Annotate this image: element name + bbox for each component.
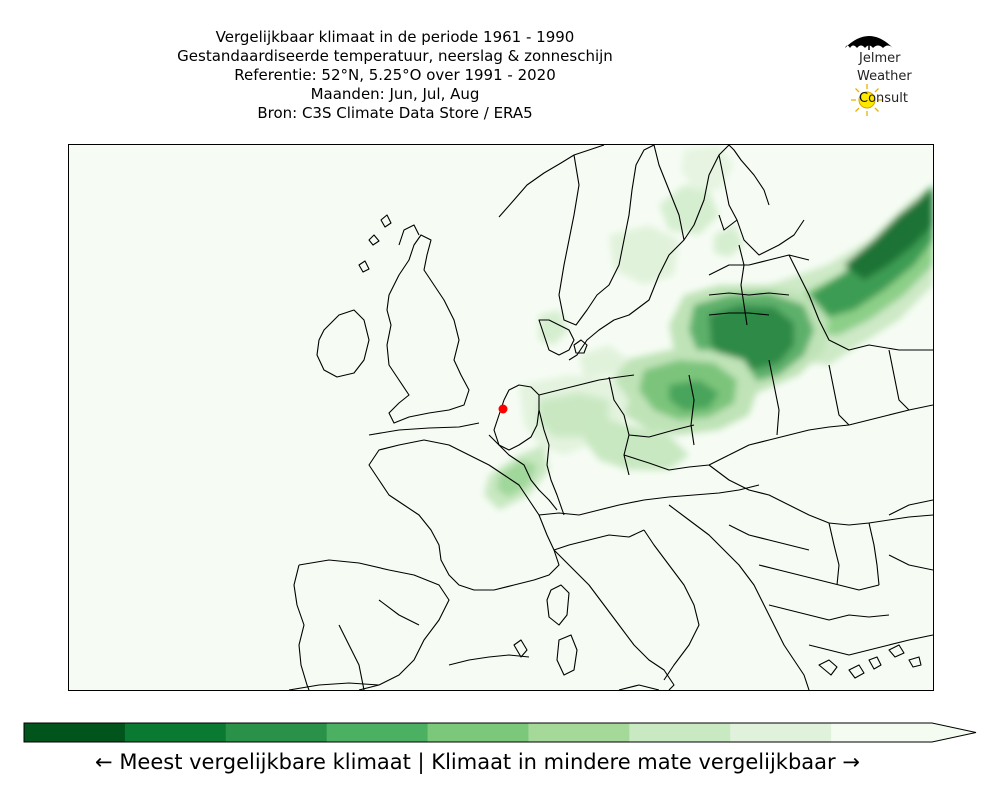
title-line-1: Vergelijkbaar klimaat in de periode 1961… (215, 28, 575, 46)
colorbar-segment (427, 723, 529, 742)
reference-point-marker (498, 404, 508, 414)
title-line-3: Referentie: 52°N, 5.25°O over 1991 - 202… (234, 66, 556, 84)
logo-text-consult-initial: C (859, 91, 869, 106)
colorbar-extension (932, 723, 976, 742)
colorbar-segment (629, 723, 731, 742)
colorbar-segment (528, 723, 630, 742)
europe-map-svg (69, 145, 933, 690)
colorbar-segment (124, 723, 227, 742)
colorbar-segment (326, 723, 429, 742)
chart-title: Vergelijkbaar klimaat in de periode 1961… (95, 28, 695, 123)
logo-text-weather: Weather (857, 69, 912, 84)
map-background (69, 145, 933, 690)
title-line-2: Gestandaardiseerde temperatuur, neerslag… (177, 47, 613, 65)
title-line-4: Maanden: Jun, Jul, Aug (310, 85, 480, 103)
sun-icon (851, 84, 883, 116)
umbrella-icon (845, 36, 893, 50)
similarity-shading (484, 145, 933, 510)
colorbar-segment (831, 723, 933, 742)
title-line-5: Bron: C3S Climate Data Store / ERA5 (257, 104, 533, 122)
colorbar-segment (225, 723, 328, 742)
logo-text-consult: Consult (859, 91, 908, 106)
colorbar-outline (23, 722, 977, 743)
climate-map (68, 144, 934, 691)
coastlines-borders (288, 145, 933, 690)
colorbar-svg (23, 722, 977, 743)
logo-text-consult-rest: onsult (868, 91, 908, 106)
jelmer-weather-consult-logo: Jelmer Weather Consult (838, 28, 938, 118)
colorbar (23, 722, 978, 744)
colorbar-segment (24, 723, 126, 742)
colorbar-segment (730, 723, 832, 742)
logo-text-jelmer: Jelmer (859, 51, 901, 66)
colorbar-caption: ← Meest vergelijkbare klimaat | Klimaat … (95, 750, 860, 774)
